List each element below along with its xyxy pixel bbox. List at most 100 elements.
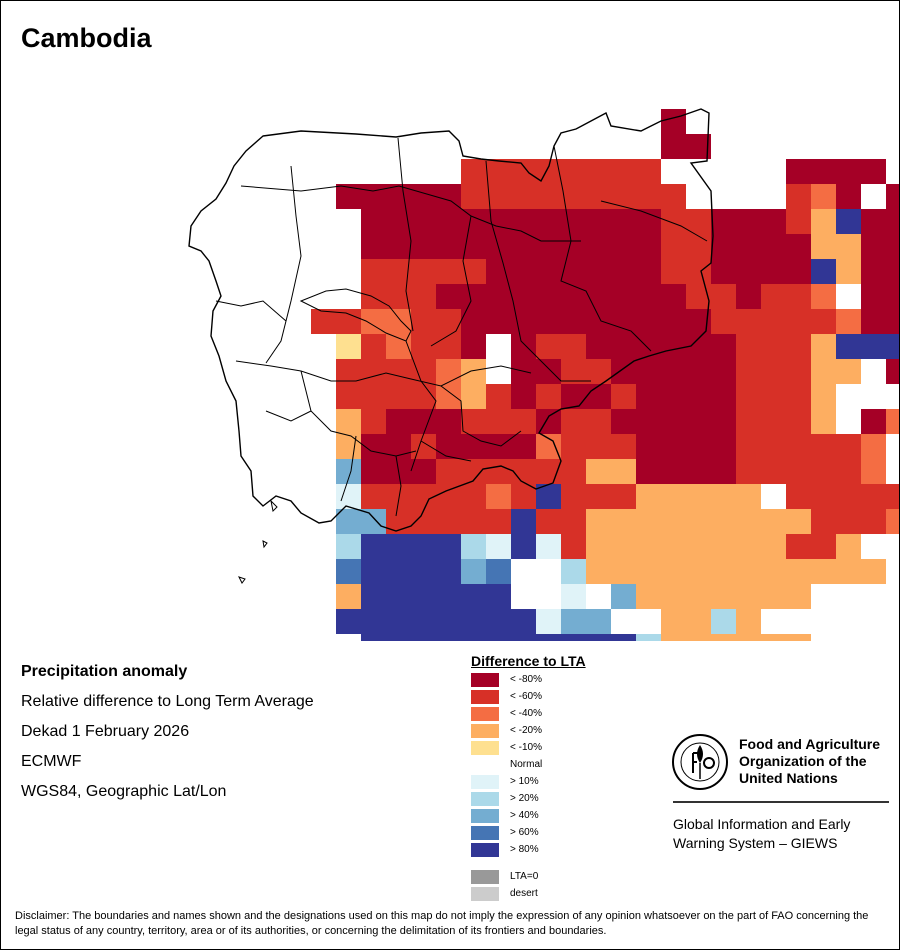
anomaly-cell xyxy=(436,259,461,284)
info-description: Relative difference to Long Term Average xyxy=(21,693,314,710)
anomaly-cell xyxy=(861,359,886,384)
anomaly-cell xyxy=(811,334,836,359)
anomaly-cell xyxy=(586,259,611,284)
disclaimer: Disclaimer: The boundaries and names sho… xyxy=(15,910,869,937)
anomaly-cell xyxy=(361,559,386,584)
anomaly-cell xyxy=(436,534,461,559)
anomaly-cell xyxy=(686,234,711,259)
anomaly-cell xyxy=(661,609,686,634)
legend-swatch xyxy=(471,809,499,823)
anomaly-cell xyxy=(586,159,611,184)
anomaly-cell xyxy=(661,259,686,284)
anomaly-cell xyxy=(361,534,386,559)
anomaly-cell xyxy=(636,534,661,559)
anomaly-cell xyxy=(686,534,711,559)
anomaly-cell xyxy=(686,259,711,284)
anomaly-cell xyxy=(786,409,811,434)
anomaly-cell xyxy=(786,209,811,234)
anomaly-cell xyxy=(886,259,899,284)
anomaly-cell xyxy=(661,109,686,134)
anomaly-cell xyxy=(686,484,711,509)
anomaly-cell xyxy=(386,534,411,559)
anomaly-cell xyxy=(561,409,586,434)
anomaly-cell xyxy=(536,259,561,284)
anomaly-cell xyxy=(836,484,861,509)
anomaly-cell xyxy=(786,284,811,309)
anomaly-cell xyxy=(686,384,711,409)
anomaly-cell xyxy=(711,309,736,334)
anomaly-cell xyxy=(711,459,736,484)
anomaly-cell xyxy=(461,434,486,459)
anomaly-cell xyxy=(461,634,486,641)
anomaly-cell xyxy=(661,634,686,641)
anomaly-cell xyxy=(511,634,536,641)
anomaly-cell xyxy=(886,409,899,434)
anomaly-cell xyxy=(661,559,686,584)
anomaly-cell xyxy=(536,234,561,259)
anomaly-cell xyxy=(536,209,561,234)
anomaly-cell xyxy=(636,509,661,534)
legend-swatch xyxy=(471,826,499,840)
anomaly-cell xyxy=(736,259,761,284)
anomaly-cell xyxy=(786,159,811,184)
anomaly-cell xyxy=(636,634,661,641)
anomaly-cell xyxy=(686,559,711,584)
anomaly-cell xyxy=(836,409,861,434)
anomaly-cell xyxy=(611,334,636,359)
anomaly-cell xyxy=(836,534,861,559)
anomaly-cell xyxy=(761,609,786,634)
anomaly-cell xyxy=(761,284,786,309)
anomaly-cell xyxy=(336,559,361,584)
anomaly-cell xyxy=(636,184,661,209)
anomaly-cell xyxy=(636,334,661,359)
anomaly-cell xyxy=(761,584,786,609)
anomaly-cell xyxy=(861,484,886,509)
legend-label: LTA=0 xyxy=(510,871,539,882)
anomaly-cell xyxy=(386,234,411,259)
anomaly-cell xyxy=(411,209,436,234)
legend-item: < -10% xyxy=(471,741,542,755)
island xyxy=(238,576,246,584)
anomaly-cell xyxy=(336,534,361,559)
anomaly-cell xyxy=(486,209,511,234)
anomaly-cell xyxy=(511,534,536,559)
anomaly-cell xyxy=(836,159,861,184)
anomaly-cell xyxy=(361,459,386,484)
anomaly-cell xyxy=(436,409,461,434)
anomaly-cell xyxy=(436,609,461,634)
anomaly-cell xyxy=(361,259,386,284)
anomaly-cell xyxy=(661,134,686,159)
anomaly-cell xyxy=(411,384,436,409)
anomaly-cell xyxy=(636,584,661,609)
anomaly-cell xyxy=(661,534,686,559)
anomaly-cell xyxy=(686,509,711,534)
anomaly-cell xyxy=(386,209,411,234)
anomaly-cell xyxy=(761,459,786,484)
anomaly-cell xyxy=(811,159,836,184)
anomaly-cell xyxy=(711,609,736,634)
legend-item: < -80% xyxy=(471,673,542,687)
anomaly-cell xyxy=(711,509,736,534)
anomaly-cell xyxy=(711,584,736,609)
anomaly-cell xyxy=(611,609,636,634)
anomaly-cell xyxy=(561,284,586,309)
anomaly-cell xyxy=(586,609,611,634)
anomaly-cell xyxy=(686,634,711,641)
anomaly-cell xyxy=(536,309,561,334)
anomaly-cell xyxy=(786,434,811,459)
giews-name: Global Information and Early Warning Sys… xyxy=(673,816,851,851)
anomaly-cell xyxy=(711,559,736,584)
anomaly-cell xyxy=(636,484,661,509)
anomaly-cell xyxy=(836,309,861,334)
anomaly-cell xyxy=(536,284,561,309)
anomaly-cell xyxy=(611,634,636,641)
island xyxy=(262,540,268,549)
anomaly-cell xyxy=(611,234,636,259)
anomaly-cell xyxy=(486,309,511,334)
anomaly-cell xyxy=(711,534,736,559)
anomaly-cell xyxy=(786,184,811,209)
anomaly-cell xyxy=(561,334,586,359)
anomaly-cell xyxy=(786,584,811,609)
legend-item: > 60% xyxy=(471,826,539,840)
anomaly-cell xyxy=(811,259,836,284)
